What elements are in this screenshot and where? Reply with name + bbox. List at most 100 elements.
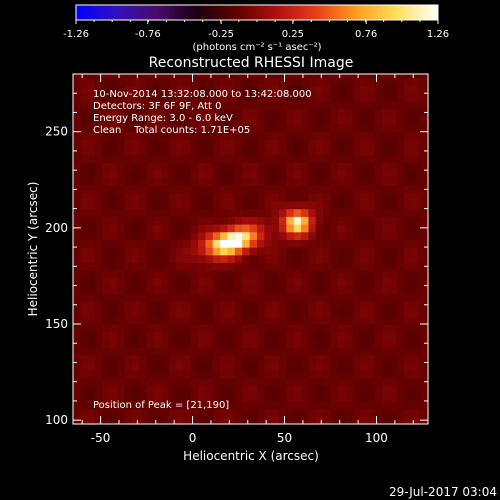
heatmap-cell <box>95 224 104 233</box>
heatmap-cell <box>212 231 221 240</box>
heatmap-cell <box>323 277 332 287</box>
heatmap-cell <box>359 170 368 179</box>
heatmap-cell <box>146 416 155 425</box>
heatmap-cell <box>161 285 170 294</box>
heatmap-cell <box>146 108 155 117</box>
heatmap-cell <box>301 262 310 271</box>
heatmap-cell <box>404 93 413 102</box>
heatmap-cell <box>418 177 427 187</box>
heatmap-cell <box>382 231 390 240</box>
heatmap-cell <box>323 131 332 140</box>
heatmap-cell <box>227 400 236 410</box>
heatmap-cell <box>286 254 295 264</box>
heatmap-cell <box>382 385 390 394</box>
heatmap-cell <box>95 108 104 117</box>
heatmap-cell <box>95 124 104 133</box>
heatmap-cell <box>176 77 184 87</box>
heatmap-cell <box>80 277 89 287</box>
heatmap-cell <box>301 354 310 364</box>
heatmap-cell <box>212 162 221 171</box>
heatmap-cell <box>249 74 258 79</box>
heatmap-cell <box>382 300 390 310</box>
heatmap-cell <box>308 139 317 148</box>
heatmap-cell <box>374 354 383 364</box>
heatmap-cell <box>242 116 251 125</box>
heatmap-cell <box>286 93 295 102</box>
heatmap-cell <box>146 231 155 240</box>
heatmap-cell <box>131 200 140 210</box>
heatmap-cell <box>87 408 96 417</box>
heatmap-cell <box>124 154 133 164</box>
heatmap-cell <box>190 270 199 279</box>
heatmap-cell <box>367 74 376 79</box>
heatmap-cell <box>109 154 118 164</box>
heatmap-cell <box>396 208 405 217</box>
heatmap-cell <box>308 200 317 210</box>
heatmap-cell <box>301 116 310 125</box>
heatmap-cell <box>153 277 162 287</box>
heatmap-cell <box>404 77 413 87</box>
heatmap-cell <box>139 185 148 194</box>
heatmap-cell <box>176 308 184 317</box>
heatmap-cell <box>315 293 324 302</box>
heatmap-cell <box>396 216 405 225</box>
heatmap-cell <box>139 193 148 202</box>
heatmap-cell <box>426 74 429 79</box>
heatmap-cell <box>367 124 376 133</box>
heatmap-cell <box>117 416 126 425</box>
heatmap-cell <box>139 131 148 140</box>
heatmap-cell <box>234 254 243 264</box>
heatmap-cell <box>205 362 214 371</box>
heatmap-cell <box>117 308 126 317</box>
heatmap-cell <box>271 262 280 271</box>
heatmap-cell <box>212 74 221 79</box>
heatmap-cell <box>367 162 376 171</box>
heatmap-cell <box>337 208 346 217</box>
heatmap-cell <box>176 408 184 417</box>
heatmap-cell <box>315 400 324 410</box>
heatmap-cell <box>124 74 133 79</box>
heatmap-cell <box>374 231 383 240</box>
heatmap-cell <box>337 393 346 402</box>
heatmap-cell <box>227 124 236 133</box>
heatmap-cell <box>242 277 251 287</box>
heatmap-cell <box>212 193 221 202</box>
heatmap-cell <box>124 270 133 279</box>
heatmap-cell <box>271 131 280 140</box>
heatmap-cell <box>301 154 310 164</box>
heatmap-cell <box>117 193 126 202</box>
heatmap-cell <box>212 324 221 333</box>
heatmap-cell <box>183 100 192 110</box>
heatmap-cell <box>271 339 280 348</box>
heatmap-cell <box>227 216 236 225</box>
heatmap-cell <box>183 216 192 225</box>
heatmap-cell <box>227 347 236 356</box>
heatmap-cell <box>190 231 199 240</box>
heatmap-cell <box>271 74 280 79</box>
heatmap-cell <box>242 293 251 302</box>
heatmap-cell <box>367 93 376 102</box>
heatmap-cell <box>315 77 324 87</box>
heatmap-cell <box>323 416 332 425</box>
heatmap-cell <box>264 362 273 371</box>
heatmap-cell <box>382 177 390 187</box>
heatmap-cell <box>242 93 251 102</box>
heatmap-cell <box>359 231 368 240</box>
heatmap-cell <box>205 77 214 87</box>
heatmap-cell <box>168 139 177 148</box>
heatmap-cell <box>404 300 413 310</box>
heatmap-cell <box>95 147 104 156</box>
heatmap-cell <box>146 177 155 187</box>
heatmap-cell <box>256 331 265 340</box>
heatmap-cell <box>411 100 420 110</box>
heatmap-cell <box>382 193 390 202</box>
heatmap-cell <box>168 362 177 371</box>
heatmap-cell <box>367 370 376 379</box>
heatmap-cell <box>345 354 354 364</box>
heatmap-cell <box>389 293 398 302</box>
heatmap-cell <box>109 324 118 333</box>
heatmap-cell <box>117 154 126 164</box>
heatmap-cell <box>374 74 383 79</box>
heatmap-cell <box>131 362 140 371</box>
heatmap-cell <box>396 139 405 148</box>
